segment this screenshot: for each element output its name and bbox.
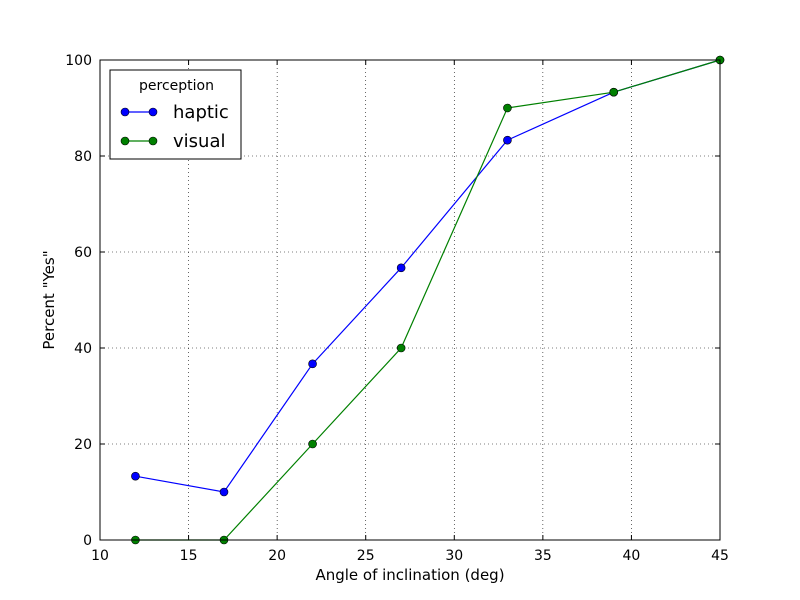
x-tick-label: 15: [180, 548, 198, 564]
legend-marker-haptic: [120, 107, 130, 117]
x-tick-label: 25: [357, 548, 375, 564]
data-point-haptic: [503, 135, 512, 145]
legend-marker-haptic: [148, 107, 158, 117]
legend-label-haptic: haptic: [173, 102, 229, 123]
legend-box: [109, 69, 242, 160]
y-tick-label: 100: [65, 53, 92, 69]
y-tick-label: 60: [74, 245, 92, 261]
y-axis-label: Percent "Yes": [40, 250, 58, 349]
data-point-visual: [308, 439, 317, 449]
legend-label-visual: visual: [173, 131, 225, 152]
x-tick-label: 45: [711, 548, 729, 564]
y-tick-label: 0: [83, 533, 92, 549]
grid: [100, 60, 720, 540]
legend-item-visual: visual: [120, 131, 225, 152]
x-tick-label: 30: [445, 548, 463, 564]
legend-item-haptic: haptic: [120, 102, 229, 123]
data-point-haptic: [219, 487, 229, 497]
x-tick-label: 20: [268, 548, 286, 564]
legend-marker-visual: [120, 136, 130, 146]
data-point-visual: [396, 343, 406, 353]
data-point-visual: [503, 103, 512, 113]
x-tick-label: 10: [91, 548, 109, 564]
data-point-haptic: [308, 359, 317, 369]
plot-frame: [99, 59, 721, 541]
x-tick-label: 40: [623, 548, 641, 564]
legend: perception haptic visual: [109, 69, 242, 160]
legend-items: haptic visual: [120, 102, 229, 152]
legend-title: perception: [139, 78, 214, 94]
x-axis-label: Angle of inclination (deg): [315, 566, 504, 584]
y-tick-label: 20: [74, 437, 92, 453]
legend-marker-visual: [148, 136, 158, 146]
data-point-visual: [609, 87, 619, 97]
data-point-haptic: [396, 263, 406, 273]
y-tick-label: 80: [74, 149, 92, 165]
data-point-haptic: [131, 471, 140, 481]
axis-ticks: 10 15 20 25 30 35 40 45 0 20 40 60 80 100: [65, 53, 729, 564]
x-tick-label: 35: [534, 548, 552, 564]
y-tick-label: 40: [74, 341, 92, 357]
